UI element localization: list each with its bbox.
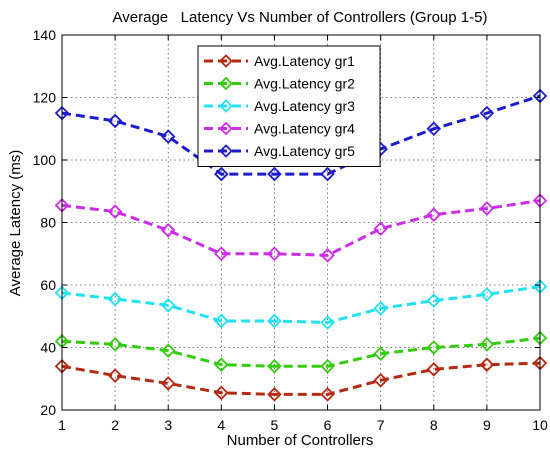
y-axis-label: Average Latency (ms) xyxy=(7,150,24,296)
series-line xyxy=(61,285,541,325)
data-point-marker xyxy=(426,293,442,308)
axis-ticks: 1 2 3 4 5 6 7 8 9 10 20 40 60 80 100 120 140 xyxy=(33,27,548,433)
data-point-marker xyxy=(214,246,229,262)
data-point-marker xyxy=(107,368,123,383)
data-point-marker xyxy=(426,207,442,222)
legend: Avg.Latency gr1 Avg.Latency gr2 Avg.Latenc… xyxy=(197,45,381,167)
x-tick-label: 1 xyxy=(58,417,66,433)
legend-swatch-marker xyxy=(219,121,233,136)
data-point-marker xyxy=(267,387,282,402)
legend-swatch-marker xyxy=(219,76,233,91)
x-tick-label: 3 xyxy=(164,417,172,433)
legend-label: Avg.Latency gr1 xyxy=(254,53,355,69)
data-point-marker xyxy=(373,301,388,316)
legend-label: Avg.Latency gr4 xyxy=(254,121,355,137)
data-point-marker xyxy=(479,105,495,121)
data-point-marker xyxy=(479,287,495,302)
data-point-marker xyxy=(267,246,282,262)
legend-label: Avg.Latency gr5 xyxy=(254,143,355,159)
series-line xyxy=(61,199,541,257)
legend-swatch-marker xyxy=(219,144,233,158)
series-lines xyxy=(54,88,548,402)
data-point-marker xyxy=(373,221,388,237)
data-point-marker xyxy=(107,337,123,352)
x-tick-label: 4 xyxy=(217,417,225,433)
legend-swatch-marker xyxy=(219,99,233,113)
legend-box xyxy=(197,45,381,167)
data-point-marker xyxy=(320,358,335,374)
data-point-marker xyxy=(267,166,282,182)
data-point-marker xyxy=(107,291,123,307)
data-point-marker xyxy=(214,385,229,401)
legend-item: Avg.Latency gr5 xyxy=(204,143,355,159)
legend-item: Avg.Latency gr3 xyxy=(204,98,355,114)
data-point-marker xyxy=(320,248,335,263)
data-point-marker xyxy=(426,340,442,355)
series-2 xyxy=(54,330,548,374)
data-point-marker xyxy=(479,201,495,216)
series-line xyxy=(61,336,541,368)
x-tick-label: 8 xyxy=(430,417,438,433)
y-tick-label: 120 xyxy=(33,90,57,106)
data-point-marker xyxy=(214,313,229,329)
y-tick-label: 100 xyxy=(33,152,57,168)
x-tick-label: 6 xyxy=(324,417,332,433)
data-point-marker xyxy=(320,387,335,402)
data-point-marker xyxy=(160,298,176,313)
data-point-marker xyxy=(160,376,176,391)
data-point-marker xyxy=(267,313,282,329)
series-3 xyxy=(54,279,548,330)
data-point-marker xyxy=(479,337,495,352)
y-tick-label: 80 xyxy=(40,215,56,231)
data-point-marker xyxy=(320,166,335,182)
x-tick-label: 10 xyxy=(532,417,548,433)
series-5 xyxy=(54,88,548,182)
legend-swatch-marker xyxy=(219,54,233,68)
series-line xyxy=(61,361,541,396)
data-point-marker xyxy=(107,113,123,129)
y-tick-label: 60 xyxy=(40,277,56,293)
y-tick-label: 140 xyxy=(33,27,57,43)
chart-title: Average Latency Vs Number of Controllers… xyxy=(113,9,488,26)
legend-item: Avg.Latency gr1 xyxy=(204,53,355,69)
data-point-marker xyxy=(160,223,176,238)
data-point-marker xyxy=(479,357,495,372)
data-point-marker xyxy=(373,346,388,362)
y-tick-label: 40 xyxy=(40,340,56,356)
x-tick-label: 2 xyxy=(111,417,119,433)
data-point-marker xyxy=(426,362,442,377)
data-point-marker xyxy=(320,315,335,330)
legend-item: Avg.Latency gr4 xyxy=(204,121,355,137)
series-4 xyxy=(54,193,548,263)
series-1 xyxy=(54,355,548,402)
legend-item: Avg.Latency gr2 xyxy=(204,76,355,92)
x-tick-label: 7 xyxy=(377,417,385,433)
data-point-marker xyxy=(107,204,123,219)
data-point-marker xyxy=(267,358,282,374)
data-point-marker xyxy=(160,129,176,144)
series-line xyxy=(61,94,541,176)
y-tick-label: 20 xyxy=(40,402,56,418)
data-point-marker xyxy=(426,121,442,137)
data-point-marker xyxy=(160,343,176,358)
data-point-marker xyxy=(214,357,229,372)
legend-label: Avg.Latency gr2 xyxy=(254,76,355,92)
data-point-marker xyxy=(214,166,229,182)
legend-label: Avg.Latency gr3 xyxy=(254,98,355,114)
data-point-marker xyxy=(373,373,388,388)
x-tick-label: 5 xyxy=(271,417,279,433)
x-axis-label: Number of Controllers xyxy=(227,432,374,449)
x-tick-label: 9 xyxy=(483,417,491,433)
